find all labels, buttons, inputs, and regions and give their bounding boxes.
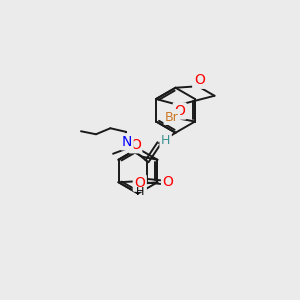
Text: H: H — [161, 134, 170, 147]
Text: Br: Br — [165, 110, 179, 124]
Text: O: O — [130, 138, 141, 152]
Text: O: O — [163, 175, 173, 189]
Text: N: N — [122, 135, 132, 149]
Text: H: H — [136, 187, 144, 197]
Text: O: O — [194, 73, 205, 87]
Text: O: O — [134, 176, 145, 190]
Text: O: O — [174, 104, 185, 118]
